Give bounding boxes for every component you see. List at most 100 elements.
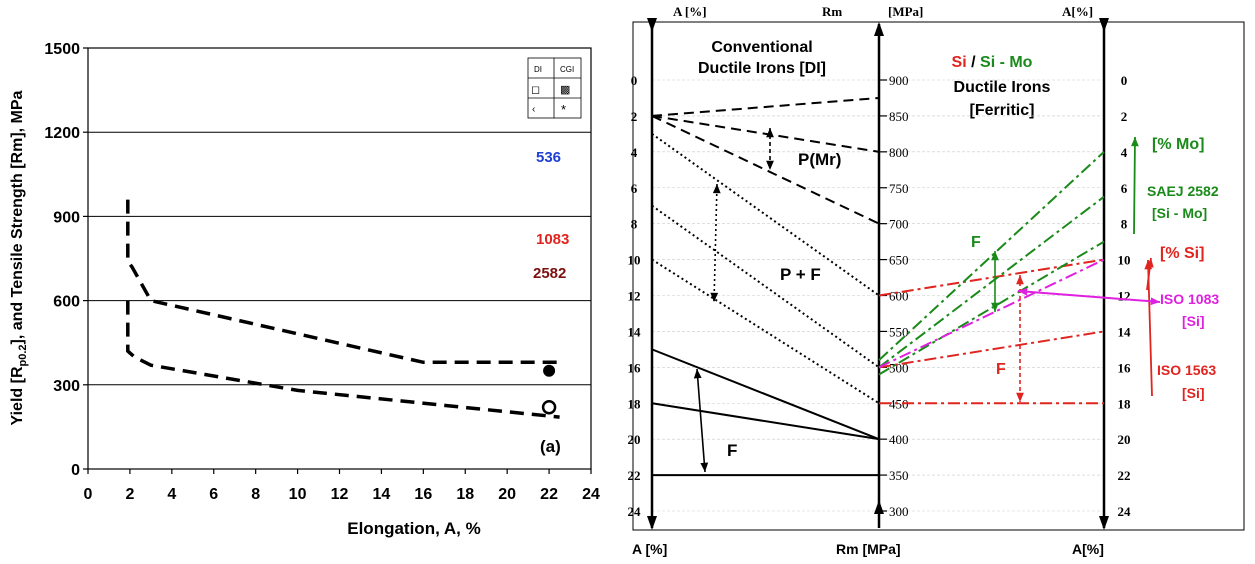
nomogram-line-dotted [651,204,880,369]
label-iso1563-2: [Si] [1182,385,1205,401]
axis-arrowhead [1099,516,1109,530]
axes-b [647,18,1109,530]
a-right-tick-label: 18 [1118,396,1132,411]
rm-tick-label: 550 [889,324,909,339]
header-a-right: A[%] [1062,4,1093,19]
series-a [126,199,560,419]
a-left-tick-label: 8 [631,217,638,232]
marker-filled-circle [543,364,556,377]
marker-open-circle [541,400,557,415]
arrowhead [991,302,999,312]
axis-arrowhead [647,516,657,530]
x-tick-label: 22 [540,486,558,503]
arrows-b [693,128,1161,473]
arrowhead [766,160,774,170]
a-right-tick-label: 24 [1118,504,1132,519]
nomogram-line-dashed [651,115,880,225]
title-right-line2: Ductile Irons [954,79,1051,96]
title-right-line3: [Ferritic] [970,102,1035,119]
a-left-tick-label: 2 [631,109,638,124]
x-tick-label: 18 [456,486,474,503]
annotation-a: (a) [540,437,561,456]
rm-tick-label: 800 [889,145,909,160]
x-axis-label-a: Elongation, A, % [347,519,480,538]
rm-tick-label: 650 [889,253,909,268]
label-saej-2: [Si - Mo] [1152,205,1207,221]
nomogram-right-line [878,258,1105,297]
a-left-tick-label: 4 [631,145,638,160]
a-left-tick-label: 24 [628,504,642,519]
arrowhead [1016,275,1024,285]
a-left-tick-label: 6 [631,181,638,196]
nomogram-right-line [878,240,1105,376]
ticks-b: 0246810121416182022249008508007507006506… [628,73,1132,519]
header-mpa: [MPa] [888,4,923,19]
legend-a: DI CGI ◻ ▩ ‹ * [527,57,582,119]
x-tick-label: 20 [498,486,516,503]
y-tick-label: 600 [53,294,80,311]
markers-a [541,364,557,415]
title-left-line2: Ductile Irons [DI] [698,60,826,77]
rm-tick-label: 700 [889,217,909,232]
arrowhead [1144,260,1153,270]
x-tick-label: 10 [289,486,307,503]
x-ticks-a: 0 2 4 6 8 10 12 14 16 18 20 22 24 [84,469,600,503]
header-rm: Rm [822,4,842,19]
legend-symbol-2: ▩ [560,84,570,96]
label-f-green: F [971,234,981,251]
rm-tick-label: 750 [889,181,909,196]
arrowhead [1150,297,1160,306]
label-iso1563-1: ISO 1563 [1157,362,1216,378]
a-left-tick-label: 14 [628,324,642,339]
x-tick-label: 0 [84,486,93,503]
a-right-tick-label: 0 [1121,73,1128,88]
a-left-tick-label: 12 [628,289,641,304]
a-right-tick-label: 8 [1121,217,1128,232]
a-left-tick-label: 18 [628,396,642,411]
label-saej-1: SAEJ 2582 [1147,183,1219,199]
rm-tick-label: 850 [889,109,909,124]
axis-arrowhead [874,22,884,36]
label-iso1083-2: [Si] [1182,313,1205,329]
annotation-536: 536 [536,149,561,166]
label-p-f: P + F [780,265,821,284]
nomogram-line-dashed [651,96,880,117]
nomogram-line-solid [651,402,880,441]
footer-rm: Rm [MPa] [836,541,901,557]
label-mo-pct: [% Mo] [1152,136,1204,153]
a-right-tick-label: 16 [1118,360,1132,375]
y-tick-label: 900 [53,209,80,226]
legend-header-di: DI [534,65,542,74]
axis-arrowhead [647,18,657,32]
footer-a-left: A [%] [632,541,667,557]
x-tick-label: 14 [373,486,391,503]
x-tick-label: 8 [251,486,260,503]
legend-header-cgi: CGI [560,65,574,74]
arrowhead [710,292,719,302]
y-tick-label: 1200 [44,125,80,142]
annotation-1083: 1083 [536,231,569,248]
arrowhead [693,369,702,379]
x-tick-label: 16 [414,486,432,503]
title-right-line1: Si / Si - Mo [952,54,1033,71]
y-tick-label: 300 [53,378,80,395]
arrow-mo [1133,136,1136,235]
nomogram-line-dashed [651,114,880,153]
nomogram-line-dotted [651,133,880,297]
rm-tick-label: 300 [889,504,909,519]
legend-symbol-3: ‹ [532,104,535,115]
a-right-tick-label: 4 [1121,145,1128,160]
x-tick-label: 2 [125,486,134,503]
arrow-iso1083 [1017,290,1161,303]
a-right-tick-label: 22 [1118,468,1131,483]
a-right-tick-label: 2 [1121,109,1128,124]
nomogram-right-line [878,151,1105,361]
label-iso1083-1: ISO 1083 [1160,291,1219,307]
a-left-tick-label: 10 [628,253,641,268]
footer-a-right: A[%] [1072,541,1104,557]
arrowhead [766,128,774,138]
a-right-tick-label: 12 [1118,289,1131,304]
nomogram-line-solid [651,348,880,441]
y-tick-label: 1500 [44,41,80,58]
